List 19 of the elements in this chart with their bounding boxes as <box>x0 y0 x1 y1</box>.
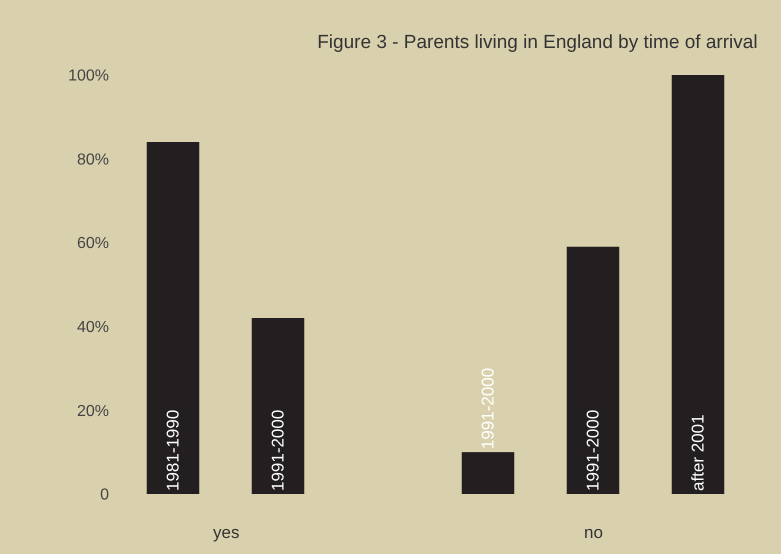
bar <box>146 142 200 494</box>
x-tick-label: after 2001 <box>688 414 708 491</box>
text: no <box>584 523 603 542</box>
y-tick-label: 20% <box>76 402 109 420</box>
x-tick-label: 1981-1990 <box>164 410 182 491</box>
y-tick-label: 100% <box>68 68 109 85</box>
bar <box>566 246 620 494</box>
text: yes <box>213 523 240 542</box>
chart-title: Figure 3 - Parents living in England by time of arrival <box>317 32 758 54</box>
x-tick-label: 1991-2000 <box>478 368 498 450</box>
bar <box>672 75 724 494</box>
bar <box>462 452 514 494</box>
bar <box>252 318 304 494</box>
y-tick-label: 60% <box>76 235 109 252</box>
y-tick-label: 40% <box>76 319 109 336</box>
x-tick-label: 1991-2000 <box>268 410 288 491</box>
x-tick-label: 1991-2000 <box>584 410 602 491</box>
y-tick-label: 80% <box>76 151 109 168</box>
y-tick-label: 0 <box>100 486 110 504</box>
